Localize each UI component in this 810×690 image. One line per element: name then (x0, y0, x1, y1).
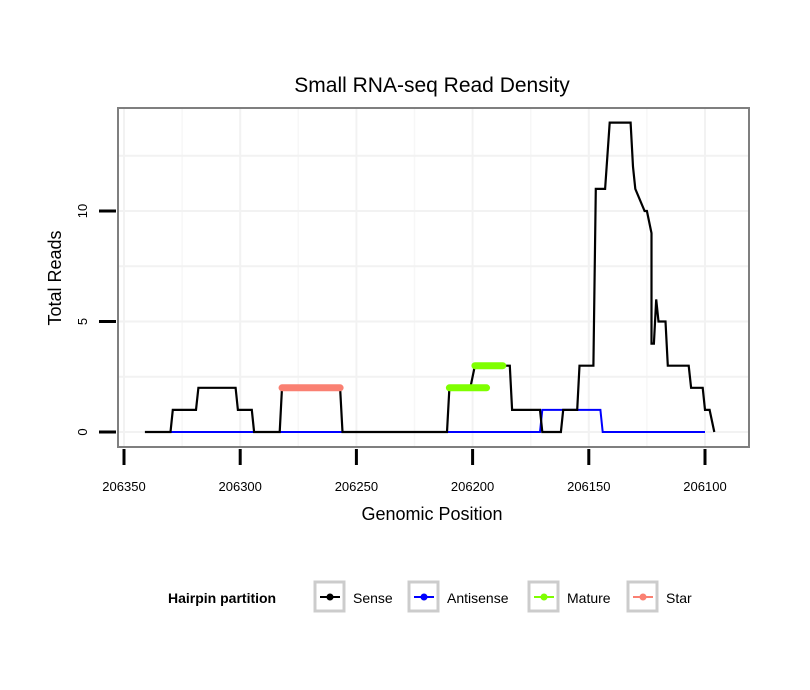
y-tick-label: 0 (75, 428, 90, 435)
x-axis-title: Genomic Position (361, 504, 502, 524)
legend-item-sense: Sense (313, 580, 393, 613)
legend: Hairpin partition Sense Antisense Mature St… (168, 580, 692, 613)
legend-key-point (540, 593, 548, 601)
sense-line (144, 121, 716, 434)
y-tick-label: 10 (75, 204, 90, 218)
x-tick-label: 206150 (567, 479, 610, 494)
grid-lines (119, 109, 748, 446)
y-axis-title: Total Reads (45, 230, 65, 325)
chart-title: Small RNA-seq Read Density (294, 74, 570, 97)
legend-key-point (420, 593, 428, 601)
legend-label: Antisense (447, 590, 509, 606)
x-tick-label: 206100 (683, 479, 726, 494)
legend-key-point (639, 593, 647, 601)
series-layer (144, 121, 716, 434)
legend-key-point (326, 593, 334, 601)
legend-item-star: Star (626, 580, 692, 613)
plot-panel (117, 107, 750, 448)
x-tick-label: 206350 (102, 479, 145, 494)
legend-item-antisense: Antisense (407, 580, 509, 613)
x-axis: 206350 206300 206250 206200 206150 206100 (102, 449, 727, 494)
legend-label: Mature (567, 590, 611, 606)
y-tick-label: 5 (75, 318, 90, 325)
legend-title: Hairpin partition (168, 590, 276, 606)
x-tick-label: 206200 (451, 479, 494, 494)
legend-item-mature: Mature (527, 580, 611, 613)
legend-label: Star (666, 590, 692, 606)
y-axis: 0 5 10 (75, 204, 116, 436)
legend-label: Sense (353, 590, 393, 606)
x-tick-label: 206300 (219, 479, 262, 494)
x-tick-label: 206250 (335, 479, 378, 494)
